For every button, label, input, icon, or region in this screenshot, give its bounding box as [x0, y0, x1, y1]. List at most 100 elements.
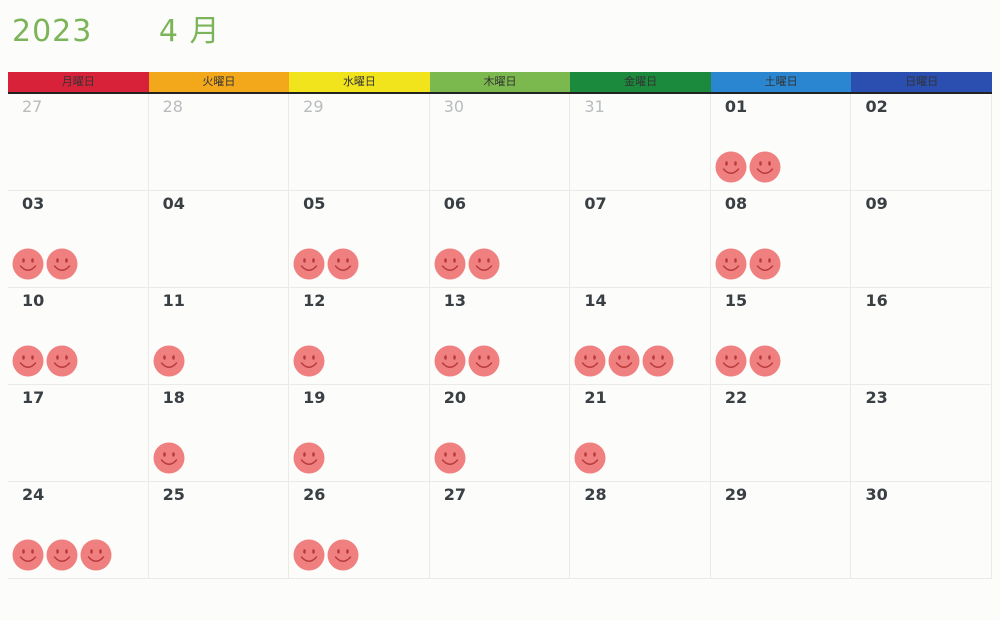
day-cell: 30 — [429, 94, 571, 191]
year-label: 2023 — [12, 14, 93, 49]
smiley-face-icon — [153, 345, 185, 377]
day-cell: 13 — [429, 288, 571, 385]
weekday-header-cell: 金曜日 — [570, 72, 711, 92]
day-cell: 28 — [570, 482, 711, 579]
day-number: 20 — [443, 388, 466, 407]
smiley-face-icon — [46, 345, 78, 377]
smiley-face-icon — [12, 345, 44, 377]
smiley-face-icon — [715, 345, 747, 377]
day-cell: 11 — [148, 288, 290, 385]
day-number: 09 — [865, 194, 888, 213]
day-number: 29 — [303, 97, 324, 116]
smiley-face-icon — [749, 345, 781, 377]
smiley-face-icon — [327, 539, 359, 571]
day-cell: 07 — [570, 191, 711, 288]
smiley-face-icon — [434, 248, 466, 280]
smiley-face-icon — [642, 345, 674, 377]
weekday-header-cell: 土曜日 — [710, 72, 852, 92]
day-number: 21 — [584, 388, 607, 407]
day-cell: 25 — [148, 482, 290, 579]
day-number: 27 — [22, 97, 43, 116]
stamp-group — [715, 151, 781, 183]
day-number: 14 — [584, 291, 607, 310]
smiley-face-icon — [434, 345, 466, 377]
day-cell: 27 — [429, 482, 571, 579]
week-row: 17 18 19 20 21 22 23 — [8, 385, 993, 482]
calendar-title: 2023 4 月 — [12, 6, 221, 50]
day-cell: 30 — [851, 482, 993, 579]
stamp-group — [12, 248, 78, 280]
day-number: 03 — [22, 194, 45, 213]
stamp-group — [574, 442, 606, 474]
day-number: 01 — [724, 97, 748, 116]
stamp-group — [293, 248, 359, 280]
day-cell: 21 — [570, 385, 711, 482]
day-number: 07 — [584, 194, 607, 213]
day-cell: 22 — [710, 385, 852, 482]
week-row: 27 28 29 30 31 01 02 — [8, 94, 993, 191]
smiley-face-icon — [468, 248, 500, 280]
day-cell: 02 — [851, 94, 993, 191]
day-cell: 29 — [710, 482, 852, 579]
smiley-face-icon — [12, 248, 44, 280]
day-number: 28 — [162, 97, 183, 116]
day-cell: 06 — [429, 191, 571, 288]
day-number: 06 — [443, 194, 466, 213]
smiley-face-icon — [574, 345, 606, 377]
day-cell: 18 — [148, 385, 290, 482]
day-cell: 20 — [429, 385, 571, 482]
smiley-face-icon — [434, 442, 466, 474]
week-row: 10 11 12 13 14 15 16 — [8, 288, 993, 385]
stamp-group — [293, 539, 359, 571]
weekday-header-cell: 水曜日 — [289, 72, 430, 92]
stamp-group — [153, 442, 185, 474]
day-cell: 28 — [148, 94, 290, 191]
smiley-face-icon — [12, 539, 44, 571]
day-number: 08 — [724, 194, 748, 213]
smiley-face-icon — [749, 151, 781, 183]
smiley-face-icon — [749, 248, 781, 280]
day-number: 04 — [162, 194, 185, 213]
day-cell: 10 — [8, 288, 149, 385]
day-cell: 12 — [289, 288, 430, 385]
calendar-grid: 27 28 29 30 31 01 02 03 04 05 06 07 08 09 10 11 12 13 14 15… — [8, 94, 993, 579]
smiley-face-icon — [153, 442, 185, 474]
day-cell: 05 — [289, 191, 430, 288]
day-number: 30 — [443, 97, 465, 116]
day-number: 23 — [865, 388, 888, 407]
smiley-face-icon — [293, 539, 325, 571]
stamp-group — [574, 345, 674, 377]
day-cell: 29 — [289, 94, 430, 191]
stamp-group — [153, 345, 185, 377]
stamp-group — [434, 248, 500, 280]
day-cell: 09 — [851, 191, 993, 288]
stamp-group — [434, 345, 500, 377]
stamp-group — [715, 345, 781, 377]
smiley-face-icon — [293, 442, 325, 474]
weekday-header-cell: 日曜日 — [851, 72, 993, 92]
day-number: 10 — [22, 291, 45, 310]
day-number: 25 — [162, 485, 185, 504]
day-number: 11 — [162, 291, 185, 310]
day-number: 18 — [162, 388, 185, 407]
smiley-face-icon — [608, 345, 640, 377]
day-cell: 27 — [8, 94, 149, 191]
stamp-group — [293, 345, 325, 377]
weekday-header: 月曜日 火曜日 水曜日 木曜日 金曜日 土曜日 日曜日 — [8, 72, 993, 94]
stamp-group — [12, 539, 112, 571]
smiley-face-icon — [327, 248, 359, 280]
day-cell: 03 — [8, 191, 149, 288]
day-number: 29 — [724, 485, 748, 504]
stamp-group — [293, 442, 325, 474]
week-row: 24 25 26 27 28 29 30 — [8, 482, 993, 579]
day-number: 30 — [865, 485, 888, 504]
smiley-face-icon — [293, 345, 325, 377]
day-cell: 31 — [570, 94, 711, 191]
day-cell: 17 — [8, 385, 149, 482]
smiley-face-icon — [46, 539, 78, 571]
weekday-header-cell: 火曜日 — [148, 72, 290, 92]
day-cell: 14 — [570, 288, 711, 385]
day-number: 24 — [22, 485, 45, 504]
day-number: 26 — [303, 485, 326, 504]
day-cell: 24 — [8, 482, 149, 579]
